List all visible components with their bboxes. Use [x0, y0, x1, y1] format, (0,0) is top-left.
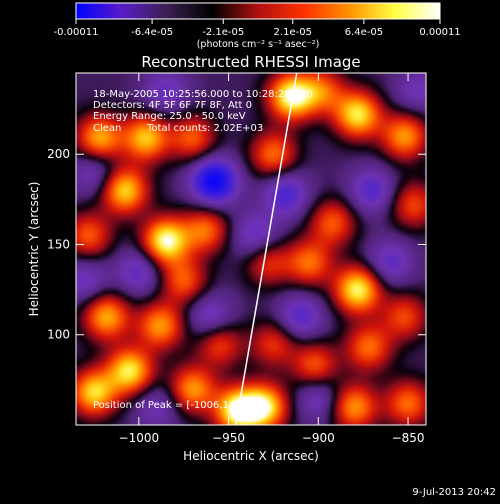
- x-tick-label: −850: [392, 431, 425, 445]
- annotations: 18-May-2005 10:25:56.000 to 10:28:28.000…: [93, 89, 313, 411]
- y-axis-ticks: 100 150 200: [47, 147, 426, 342]
- y-tick-label: 150: [47, 237, 70, 251]
- annotation-total-counts: Total counts: 2.02E+03: [146, 123, 263, 134]
- heatmap-area: [76, 73, 426, 425]
- timestamp: 9-Jul-2013 20:42: [412, 487, 496, 498]
- colorbar-tick-label: 2.1e-05: [274, 27, 312, 38]
- y-axis-label: Heliocentric Y (arcsec): [27, 182, 41, 317]
- x-tick-label: −950: [212, 431, 245, 445]
- colorbar-unit-label: (photons cm⁻² s⁻¹ asec⁻²): [197, 39, 320, 50]
- heatmap-image: [76, 73, 426, 425]
- annotation-time-range: 18-May-2005 10:25:56.000 to 10:28:28.000: [93, 89, 313, 100]
- x-axis-ticks: −1000 −950 −900 −850: [119, 73, 425, 445]
- colorbar-gradient: [75, 2, 441, 20]
- annotation-energy-range: Energy Range: 25.0 - 50.0 keV: [93, 111, 246, 122]
- colorbar-tick-label: 6.4e-05: [345, 27, 383, 38]
- x-axis-label: Heliocentric X (arcsec): [183, 449, 319, 463]
- annotation-peak-position: Position of Peak = [-1006,148]: [93, 400, 246, 411]
- colorbar-tick-label: -0.00011: [54, 27, 99, 38]
- solar-limb-line: [235, 73, 298, 425]
- colorbar-ticks: -0.00011 -6.4e-05 -2.1e-05 2.1e-05 6.4e-05 0.…: [54, 19, 461, 38]
- colorbar-tick-label: -6.4e-05: [131, 27, 173, 38]
- annotation-detectors: Detectors: 4F 5F 6F 7F 8F, Att 0: [93, 100, 252, 111]
- x-tick-label: −1000: [119, 431, 160, 445]
- y-tick-label: 200: [47, 147, 70, 161]
- colorbar-tick-label: -2.1e-05: [202, 27, 244, 38]
- colorbar-tick-label: 0.00011: [419, 27, 460, 38]
- colorbar: -0.00011 -6.4e-05 -2.1e-05 2.1e-05 6.4e-05 0.…: [54, 2, 461, 50]
- chart-title: Reconstructed RHESSI Image: [141, 53, 360, 71]
- annotation-method: Clean: [93, 123, 121, 134]
- y-tick-label: 100: [47, 328, 70, 342]
- x-tick-label: −900: [302, 431, 335, 445]
- plot-frame: [75, 72, 427, 426]
